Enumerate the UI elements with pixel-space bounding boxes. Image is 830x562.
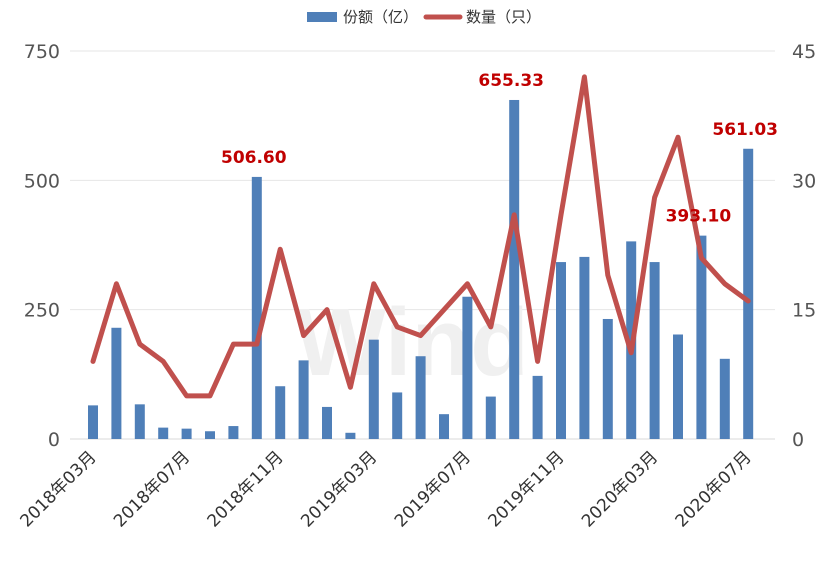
right-y-tick-label: 45	[792, 41, 816, 63]
bar	[719, 358, 730, 439]
line-path	[90, 74, 751, 399]
line-series	[90, 74, 751, 399]
left-y-tick-label: 250	[24, 300, 60, 322]
bar	[462, 296, 473, 439]
bar	[509, 99, 520, 439]
legend: 份额（亿） 数量（只）	[307, 8, 541, 26]
bar	[485, 396, 496, 439]
x-tick-label: 2018年07月	[110, 447, 194, 531]
bar	[275, 386, 286, 439]
bar	[111, 327, 122, 439]
bar	[134, 404, 145, 439]
data-label: 506.60	[221, 148, 287, 168]
x-tick-label: 2020年03月	[578, 447, 662, 531]
x-tick-label: 2020年07月	[672, 447, 756, 531]
data-label: 561.03	[712, 120, 778, 140]
bar	[181, 428, 192, 439]
x-axis: 2018年03月 2018年07月 2018年11月 2019年03月 2019年07月…	[16, 447, 755, 531]
x-tick-label: 2018年03月	[16, 447, 100, 531]
bar	[579, 256, 590, 439]
x-tick-label: 2018年11月	[204, 447, 288, 531]
legend-label: 份额（亿）	[343, 8, 418, 26]
bar	[205, 431, 215, 439]
data-callouts: 506.60 655.33 393.10 561.03	[221, 71, 778, 227]
legend-swatch-bar	[307, 12, 337, 22]
left-y-tick-label: 500	[24, 170, 60, 192]
data-label: 655.33	[478, 71, 544, 91]
bar	[298, 360, 309, 439]
left-y-axis: 0 250 500 750	[24, 41, 60, 451]
left-y-tick-label: 750	[24, 41, 60, 63]
bar	[696, 235, 707, 439]
source-watermark-text: 大数跨境	[36, 538, 92, 554]
bar	[368, 339, 379, 439]
legend-label: 数量（只）	[466, 8, 541, 26]
right-y-tick-label: 15	[792, 300, 816, 322]
bar	[556, 262, 566, 439]
bar	[88, 405, 98, 439]
bar	[602, 318, 613, 439]
bar	[228, 426, 239, 439]
data-label: 393.10	[666, 207, 732, 227]
source-logo-icon	[10, 536, 28, 554]
bar	[322, 406, 332, 439]
x-tick-label: 2019年11月	[484, 447, 568, 531]
x-tick-label: 2019年07月	[391, 447, 475, 531]
right-y-tick-label: 30	[792, 170, 816, 192]
x-tick-label: 2019年03月	[297, 447, 381, 531]
bar	[649, 262, 660, 439]
bar	[415, 356, 426, 439]
bar	[251, 176, 262, 439]
bar	[158, 427, 169, 439]
left-y-tick-label: 0	[48, 429, 60, 451]
bar	[532, 375, 543, 439]
wind-watermark: Wind	[295, 289, 529, 396]
right-y-tick-label: 0	[792, 429, 804, 451]
bar	[743, 148, 754, 439]
source-watermark: 大数跨境	[10, 536, 92, 554]
bar	[392, 392, 403, 439]
right-y-axis: 0 15 30 45	[792, 41, 816, 451]
bar	[439, 414, 449, 439]
bar-series	[88, 99, 754, 439]
bar	[345, 432, 356, 439]
bar	[673, 334, 683, 439]
